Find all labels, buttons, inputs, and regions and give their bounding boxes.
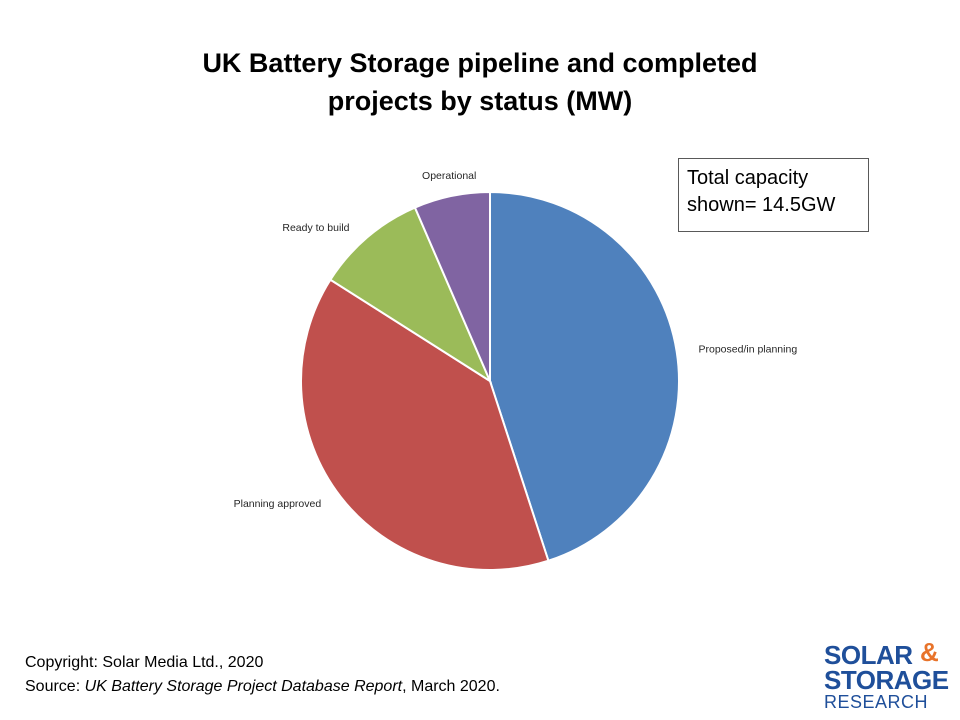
slice-label-ready-to-build: Ready to build <box>282 222 349 234</box>
pie-slice-planning-approved <box>300 278 550 571</box>
total-capacity-annotation: Total capacity shown= 14.5GW <box>678 158 869 232</box>
chart-title-line-1: UK Battery Storage pipeline and complete… <box>202 48 758 78</box>
slice-label-planning-approved: Planning approved <box>234 498 322 510</box>
footer: Copyright: Solar Media Ltd., 2020 Source… <box>25 651 500 699</box>
pie-slice-proposed-in-planning <box>489 190 680 563</box>
source-text: Source: UK Battery Storage Project Datab… <box>25 675 500 699</box>
solar-storage-research-logo: SOLAR & STORAGE RESEARCH <box>824 636 954 716</box>
logo-word-research: RESEARCH <box>824 692 929 712</box>
logo-ampersand: & <box>920 637 939 667</box>
source-prefix: Source: <box>25 678 85 695</box>
copyright-text: Copyright: Solar Media Ltd., 2020 <box>25 654 264 671</box>
pie-slice-operational <box>413 190 491 382</box>
source-title: UK Battery Storage Project Database Repo… <box>84 678 403 695</box>
logo-word-storage: STORAGE <box>824 665 949 695</box>
chart-title: UK Battery Storage pipeline and complete… <box>150 44 810 120</box>
pie-slice-ready-to-build <box>329 206 493 384</box>
logo-word-solar: SOLAR <box>824 640 913 670</box>
slice-label-operational: Operational <box>422 170 476 182</box>
annotation-line-2: shown= 14.5GW <box>687 194 836 216</box>
source-suffix: , March 2020. <box>402 678 500 695</box>
chart-title-line-2: projects by status (MW) <box>327 86 633 116</box>
annotation-line-1: Total capacity <box>687 167 809 189</box>
slice-label-proposed-in-planning: Proposed/in planning <box>699 343 798 355</box>
